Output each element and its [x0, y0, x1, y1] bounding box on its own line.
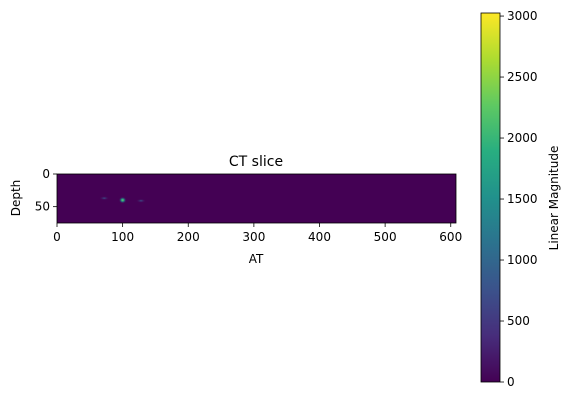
x-tick-label: 0 — [53, 230, 61, 244]
y-tick-label: 50 — [35, 200, 50, 214]
colorbar-tick-label: 1000 — [507, 253, 538, 267]
bright-spots — [99, 196, 146, 204]
chart-title: CT slice — [229, 154, 283, 170]
colorbar-label: Linear Magnitude — [547, 146, 561, 251]
bright-spot-2 — [136, 198, 146, 203]
colorbar-ticks: 0 500 1000 1500 2000 2500 3000 — [500, 9, 538, 389]
y-tick-label: 0 — [42, 167, 50, 181]
bright-spot-0 — [118, 196, 127, 204]
y-axis-ticks: 0 50 — [35, 167, 57, 214]
x-tick-label: 200 — [177, 230, 200, 244]
x-axis-label: AT — [249, 252, 264, 266]
x-tick-label: 100 — [111, 230, 134, 244]
y-axis-label: Depth — [9, 180, 23, 217]
colorbar-tick-label: 1500 — [507, 192, 538, 206]
x-axis-ticks: 0 100 200 300 400 500 600 — [53, 223, 462, 244]
colorbar-tick-label: 500 — [507, 314, 530, 328]
colorbar-tick-label: 2000 — [507, 131, 538, 145]
x-tick-label: 400 — [308, 230, 331, 244]
x-tick-label: 300 — [242, 230, 265, 244]
plot-area: 0 100 200 300 400 500 600 0 50 — [35, 167, 462, 244]
colorbar: 0 500 1000 1500 2000 2500 3000 — [480, 9, 538, 389]
x-tick-label: 500 — [374, 230, 397, 244]
colorbar-gradient — [480, 12, 501, 383]
plot-frame — [56, 173, 457, 224]
colorbar-tick-label: 0 — [507, 375, 515, 389]
colorbar-tick-label: 3000 — [507, 9, 538, 23]
colorbar-tick-label: 2500 — [507, 70, 538, 84]
bright-spot-1 — [99, 196, 110, 201]
x-tick-label: 600 — [439, 230, 462, 244]
heatmap-image — [57, 174, 456, 223]
